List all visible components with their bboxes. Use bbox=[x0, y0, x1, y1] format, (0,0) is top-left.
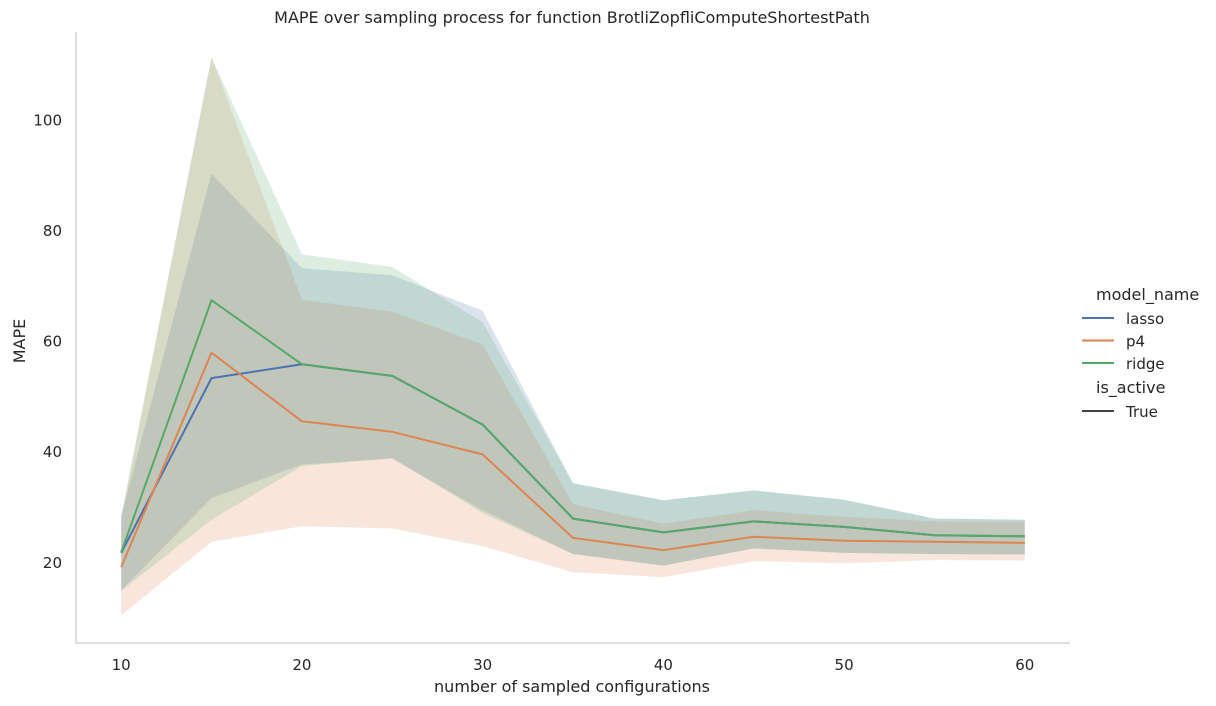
legend-style-label: True bbox=[1125, 403, 1158, 421]
legend-hue-entries: lasso p4 ridge bbox=[1082, 310, 1165, 373]
line-ridge bbox=[120, 299, 1025, 553]
chart-title: MAPE over sampling process for function … bbox=[274, 8, 870, 27]
legend-hue-title: model_name bbox=[1096, 285, 1199, 305]
x-axis-label: number of sampled configurations bbox=[434, 677, 710, 696]
x-tick-label: 60 bbox=[1015, 656, 1034, 674]
confidence-bands bbox=[121, 57, 1025, 616]
ci-band-ridge bbox=[121, 57, 1025, 591]
x-tick-label: 20 bbox=[292, 656, 311, 674]
legend-label-ridge: ridge bbox=[1126, 355, 1165, 373]
x-tick-label: 10 bbox=[112, 656, 131, 674]
y-tick-label: 40 bbox=[43, 443, 62, 461]
y-tick-labels: 20 40 60 80 100 bbox=[33, 111, 62, 571]
y-axis-label: MAPE bbox=[10, 319, 29, 364]
series-lines bbox=[120, 299, 1025, 568]
line-p4 bbox=[120, 351, 1025, 568]
legend-label-p4: p4 bbox=[1126, 333, 1145, 351]
y-tick-label: 100 bbox=[33, 111, 62, 129]
legend-label-lasso: lasso bbox=[1126, 310, 1164, 328]
x-tick-label: 30 bbox=[473, 656, 492, 674]
ci-band-p4 bbox=[121, 57, 1025, 616]
y-tick-label: 80 bbox=[43, 222, 62, 240]
y-tick-label: 20 bbox=[43, 554, 62, 572]
legend: model_name lasso p4 ridge is_active True bbox=[1082, 285, 1199, 421]
legend-style-title: is_active bbox=[1096, 378, 1165, 398]
x-tick-label: 40 bbox=[654, 656, 673, 674]
x-tick-label: 50 bbox=[835, 656, 854, 674]
ci-band-lasso bbox=[121, 173, 1025, 591]
x-tick-labels: 10 20 30 40 50 60 bbox=[112, 656, 1035, 674]
y-tick-label: 60 bbox=[43, 333, 62, 351]
